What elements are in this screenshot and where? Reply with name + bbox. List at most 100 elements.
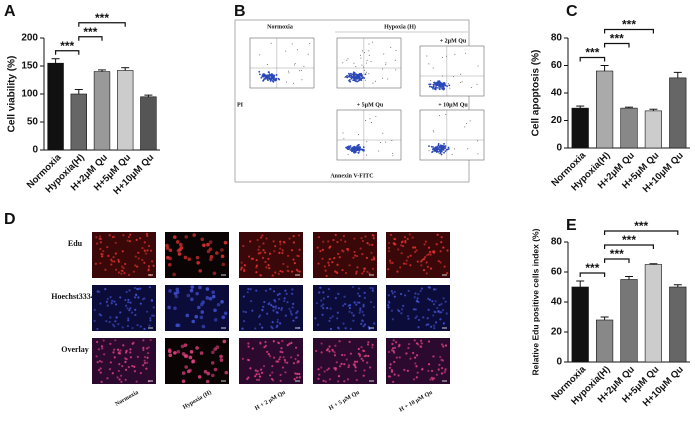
- cell-dot: [96, 327, 99, 331]
- cell-dot: [344, 271, 348, 275]
- event-dot: [382, 132, 384, 134]
- cell-dot: [279, 240, 282, 243]
- cell-dot: [331, 349, 335, 353]
- cell-dot: [255, 264, 259, 267]
- cell-dot: [264, 344, 267, 347]
- cell-dot: [362, 325, 365, 328]
- cell-dot: [129, 233, 132, 236]
- cell-dot: [267, 264, 270, 267]
- cell-dot: [284, 314, 288, 317]
- event-dot: [269, 77, 272, 80]
- cell-dot: [420, 342, 423, 345]
- cell-dot: [296, 310, 299, 313]
- cell-dot: [331, 315, 334, 318]
- bar: [70, 93, 87, 151]
- cell-dot: [415, 354, 419, 357]
- cell-dot: [363, 323, 367, 326]
- cell-dot: [145, 232, 149, 236]
- cell-dot: [146, 356, 149, 359]
- event-dot: [432, 67, 434, 69]
- cell-dot: [127, 317, 130, 320]
- event-dot: [355, 75, 357, 78]
- cell-dot: [422, 269, 426, 272]
- cell-dot: [143, 241, 146, 244]
- cell-dot: [141, 247, 144, 250]
- event-dot: [357, 151, 360, 154]
- event-dot: [364, 120, 366, 122]
- cell-dot: [371, 289, 374, 292]
- cell-dot: [282, 356, 285, 359]
- cell-dot: [353, 250, 356, 254]
- cell-dot: [391, 261, 394, 265]
- row-label: Overlay: [61, 345, 89, 354]
- cell-dot: [443, 265, 446, 268]
- cell-dot: [114, 339, 117, 342]
- cell-dot: [205, 379, 210, 384]
- cell-dot: [242, 310, 245, 313]
- event-dot: [270, 75, 273, 78]
- event-dot: [464, 126, 466, 128]
- cell-dot: [356, 292, 360, 295]
- micrograph: [239, 338, 303, 384]
- event-dot: [275, 77, 278, 80]
- cell-dot: [393, 237, 396, 240]
- cell-dot: [117, 369, 120, 373]
- cell-dot: [413, 296, 416, 299]
- event-dot: [435, 150, 438, 153]
- cell-dot: [400, 241, 404, 244]
- cell-dot: [329, 327, 333, 331]
- cell-dot: [111, 299, 114, 302]
- bar: [596, 319, 614, 363]
- bar: [47, 62, 64, 151]
- bar: [669, 77, 687, 149]
- cell-dot: [398, 343, 401, 346]
- cell-dot: [440, 311, 443, 314]
- cell-dot: [353, 254, 357, 257]
- cell-dot: [401, 245, 405, 248]
- event-dot: [368, 43, 370, 45]
- cell-dot: [404, 241, 407, 244]
- cell-dot: [239, 268, 243, 271]
- cell-dot: [317, 262, 320, 265]
- cell-dot: [288, 342, 291, 345]
- cell-dot: [422, 316, 425, 319]
- bar: [644, 110, 662, 149]
- cell-dot: [223, 240, 228, 245]
- cell-dot: [394, 341, 398, 344]
- panel-letter: A: [4, 3, 16, 20]
- event-dot: [364, 79, 366, 81]
- significance-label: ***: [610, 32, 624, 46]
- event-dot: [443, 151, 445, 154]
- cell-dot: [205, 287, 210, 291]
- cell-dot: [116, 376, 119, 379]
- cell-dot: [340, 362, 343, 365]
- cell-dot: [320, 299, 323, 302]
- event-dot: [375, 115, 377, 117]
- cell-dot: [441, 308, 445, 312]
- cell-dot: [289, 312, 293, 315]
- cell-dot: [222, 339, 227, 344]
- flow-plot: [419, 109, 485, 161]
- cell-dot: [323, 265, 326, 268]
- cell-dot: [114, 268, 118, 271]
- cell-dot: [242, 295, 245, 298]
- cell-dot: [407, 289, 410, 293]
- cell-dot: [286, 343, 289, 347]
- cell-dot: [128, 289, 131, 292]
- event-dot: [387, 78, 389, 80]
- cell-dot: [99, 262, 102, 265]
- y-tick-label: 60: [551, 60, 563, 71]
- event-dot: [344, 76, 346, 78]
- cell-dot: [113, 300, 116, 303]
- cell-dot: [200, 237, 205, 242]
- cell-dot: [244, 310, 247, 314]
- cell-dot: [434, 311, 437, 314]
- cell-dot: [355, 254, 359, 258]
- event-dot: [437, 82, 440, 85]
- event-dot: [430, 145, 433, 148]
- cell-dot: [99, 241, 102, 244]
- significance-bracket: [604, 230, 679, 235]
- cell-dot: [146, 310, 149, 313]
- event-dot: [446, 85, 448, 88]
